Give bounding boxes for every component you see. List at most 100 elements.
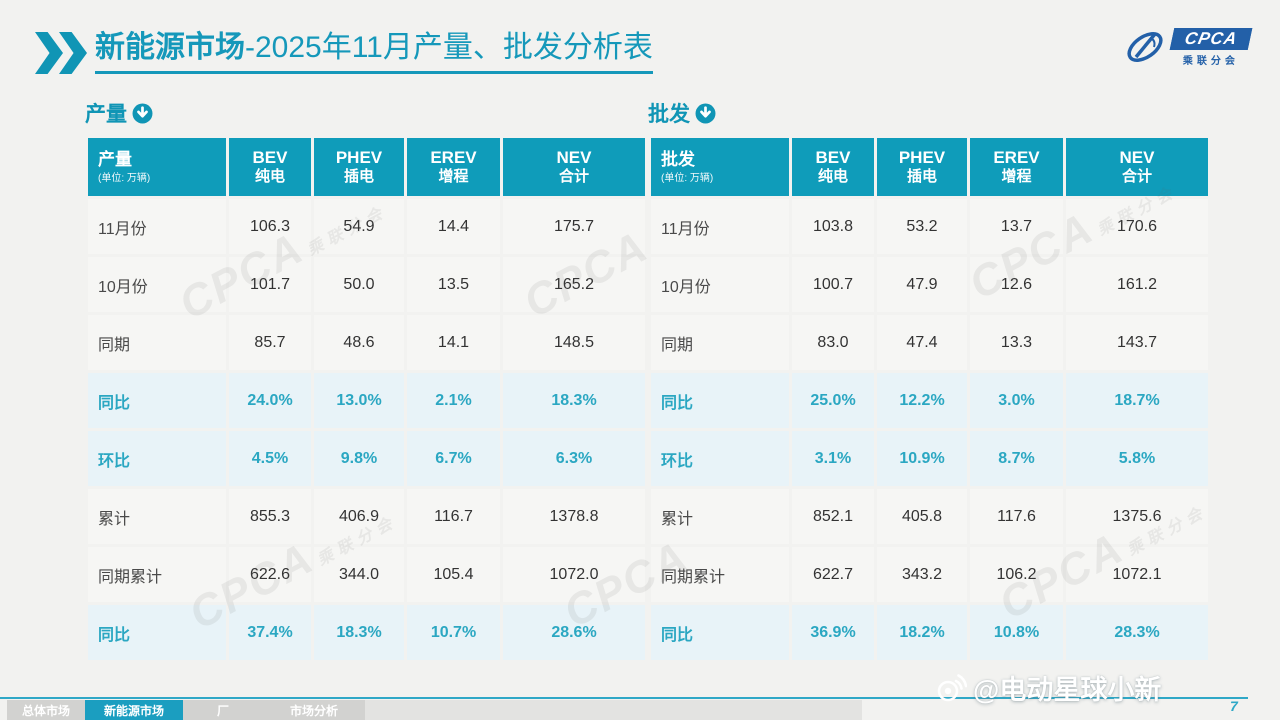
cell-value: 852.1 <box>792 489 874 544</box>
cell-value: 47.4 <box>877 315 967 370</box>
cell-value: 855.3 <box>229 489 311 544</box>
cell-value: 10.8% <box>970 605 1063 660</box>
header-table-name: 批发 <box>661 149 695 169</box>
table-row: 11月份 106.3 54.9 14.4 175.7 <box>88 199 645 254</box>
tab-market-analysis[interactable]: 市场分析 <box>263 700 365 720</box>
cell-value: 6.7% <box>407 431 500 486</box>
cell-value: 14.1 <box>407 315 500 370</box>
cell-value: 10.9% <box>877 431 967 486</box>
cell-value: 18.3% <box>503 373 645 428</box>
row-label: 同比 <box>88 373 226 428</box>
row-label: 10月份 <box>651 257 789 312</box>
row-label: 同比 <box>651 605 789 660</box>
table-row: 10月份 100.7 47.9 12.6 161.2 <box>651 257 1208 312</box>
row-label: 同期累计 <box>88 547 226 602</box>
table-row: 同比 24.0% 13.0% 2.1% 18.3% <box>88 373 645 428</box>
header-cell: BEV 纯电 <box>792 138 874 196</box>
table-row: 环比 3.1% 10.9% 8.7% 5.8% <box>651 431 1208 486</box>
cell-value: 161.2 <box>1066 257 1208 312</box>
cell-value: 405.8 <box>877 489 967 544</box>
header-unit: (单位: 万辆) <box>98 173 151 185</box>
header: 新能源市场-2025年11月产量、批发分析表 <box>35 30 653 74</box>
table-row: 同比 36.9% 18.2% 10.8% 28.3% <box>651 605 1208 660</box>
cell-value: 13.0% <box>314 373 404 428</box>
production-section: 产量 产量 (单位: 万辆) BEV 纯电 PHEV 插电 EREV 增程 NEV 合计 <box>85 98 645 663</box>
cell-value: 24.0% <box>229 373 311 428</box>
cell-value: 25.0% <box>792 373 874 428</box>
cell-value: 170.6 <box>1066 199 1208 254</box>
weibo-watermark: @电动星球小新 <box>935 668 1161 707</box>
production-table: 产量 (单位: 万辆) BEV 纯电 PHEV 插电 EREV 增程 NEV 合计 11… <box>85 135 648 663</box>
row-label: 同期累计 <box>651 547 789 602</box>
wholesale-section-label: 批发 <box>648 98 1193 128</box>
cell-value: 105.4 <box>407 547 500 602</box>
row-label: 累计 <box>88 489 226 544</box>
production-section-label: 产量 <box>85 98 630 128</box>
cell-value: 12.2% <box>877 373 967 428</box>
cell-value: 10.7% <box>407 605 500 660</box>
table-row: 同比 25.0% 12.2% 3.0% 18.7% <box>651 373 1208 428</box>
cell-value: 344.0 <box>314 547 404 602</box>
row-label: 环比 <box>88 431 226 486</box>
header-cell: EREV 增程 <box>970 138 1063 196</box>
cell-value: 106.2 <box>970 547 1063 602</box>
header-cell-label: 批发 (单位: 万辆) <box>651 138 789 196</box>
cell-value: 14.4 <box>407 199 500 254</box>
cell-value: 148.5 <box>503 315 645 370</box>
title-bold-segment: 新能源市场 <box>95 31 245 64</box>
weibo-eye-icon <box>937 673 967 701</box>
header-cell: BEV 纯电 <box>229 138 311 196</box>
cell-value: 622.6 <box>229 547 311 602</box>
title-rest-segment: -2025年11月产量、批发分析表 <box>245 31 653 64</box>
cpca-logo-text: CPCA <box>1169 27 1253 50</box>
cpca-logo: CPCA 乘联分会 <box>1122 24 1253 70</box>
cell-value: 18.3% <box>314 605 404 660</box>
row-label: 11月份 <box>88 199 226 254</box>
cell-value: 54.9 <box>314 199 404 254</box>
cell-value: 8.7% <box>970 431 1063 486</box>
tab-manufacturer[interactable]: 厂 <box>183 700 263 720</box>
header-cell: NEV 合计 <box>503 138 645 196</box>
footer-divider-line <box>0 697 1248 699</box>
cell-value: 175.7 <box>503 199 645 254</box>
tab-nev-market-active[interactable]: 新能源市场 <box>85 700 183 720</box>
cell-value: 28.3% <box>1066 605 1208 660</box>
header-cell: PHEV 插电 <box>314 138 404 196</box>
row-label: 环比 <box>651 431 789 486</box>
table-row: 环比 4.5% 9.8% 6.7% 6.3% <box>88 431 645 486</box>
table-row: 累计 852.1 405.8 117.6 1375.6 <box>651 489 1208 544</box>
wholesale-section: 批发 批发 (单位: 万辆) BEV 纯电 PHEV 插电 EREV 增程 NEV 合计 <box>648 98 1208 663</box>
cell-value: 13.5 <box>407 257 500 312</box>
cell-value: 622.7 <box>792 547 874 602</box>
cell-value: 1072.1 <box>1066 547 1208 602</box>
bottom-tab-bar: 总体市场 新能源市场 厂 市场分析 <box>7 700 862 720</box>
row-label: 同比 <box>651 373 789 428</box>
tab-overall-market[interactable]: 总体市场 <box>7 700 85 720</box>
header-cell: NEV 合计 <box>1066 138 1208 196</box>
table-header-row: 产量 (单位: 万辆) BEV 纯电 PHEV 插电 EREV 增程 NEV 合计 <box>88 138 645 196</box>
cell-value: 117.6 <box>970 489 1063 544</box>
cell-value: 28.6% <box>503 605 645 660</box>
double-chevron-icon <box>35 32 87 74</box>
cell-value: 83.0 <box>792 315 874 370</box>
table-row: 同期 83.0 47.4 13.3 143.7 <box>651 315 1208 370</box>
down-arrow-circle-icon <box>132 103 153 123</box>
row-label: 同期 <box>651 315 789 370</box>
cell-value: 47.9 <box>877 257 967 312</box>
cell-value: 13.7 <box>970 199 1063 254</box>
cell-value: 6.3% <box>503 431 645 486</box>
cell-value: 12.6 <box>970 257 1063 312</box>
cell-value: 37.4% <box>229 605 311 660</box>
cell-value: 103.8 <box>792 199 874 254</box>
cell-value: 406.9 <box>314 489 404 544</box>
table-row: 同期 85.7 48.6 14.1 148.5 <box>88 315 645 370</box>
row-label: 累计 <box>651 489 789 544</box>
cell-value: 101.7 <box>229 257 311 312</box>
cell-value: 106.3 <box>229 199 311 254</box>
cell-value: 1072.0 <box>503 547 645 602</box>
cpca-swirl-icon <box>1127 32 1163 62</box>
page-number: 7 <box>1230 698 1238 714</box>
cell-value: 116.7 <box>407 489 500 544</box>
section-label-text: 批发 <box>648 103 690 126</box>
